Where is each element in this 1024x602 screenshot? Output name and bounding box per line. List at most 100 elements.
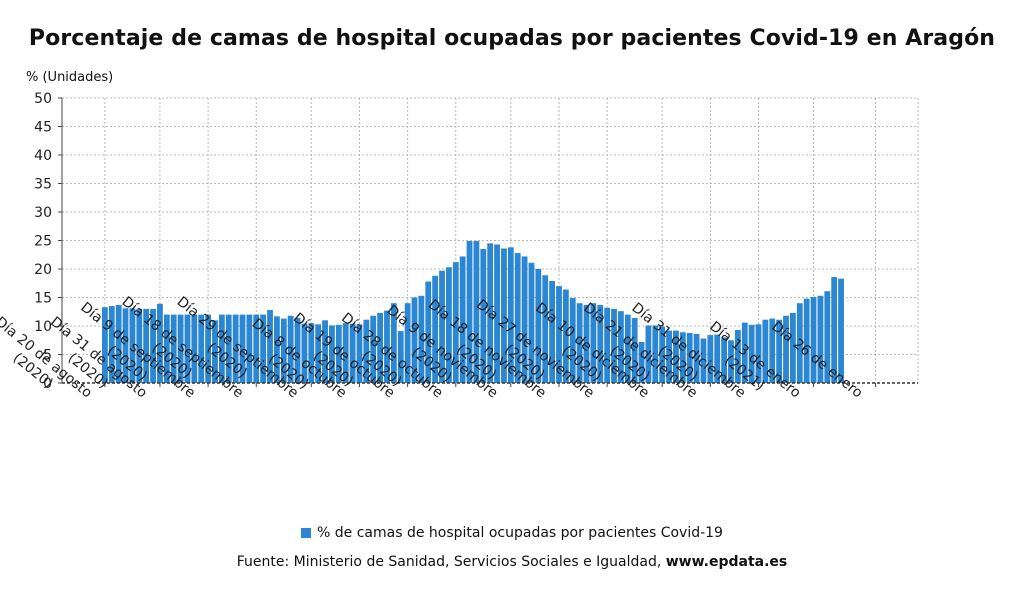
bar bbox=[679, 332, 686, 383]
bar bbox=[741, 322, 748, 383]
bar bbox=[466, 241, 473, 383]
bar bbox=[769, 318, 776, 383]
bar bbox=[707, 335, 714, 383]
bar bbox=[315, 324, 322, 383]
y-axis-label: % (Unidades) bbox=[26, 70, 114, 85]
y-tick-label: 30 bbox=[34, 205, 52, 221]
bar bbox=[659, 326, 666, 383]
y-tick-label: 20 bbox=[34, 262, 52, 278]
bar bbox=[129, 308, 136, 383]
bar bbox=[783, 315, 789, 383]
bar bbox=[267, 310, 273, 383]
bar bbox=[618, 311, 624, 383]
bar bbox=[831, 276, 838, 383]
bar bbox=[184, 314, 191, 383]
y-tick-labels: 0 5 10 15 20 25 30 35 40 45 50 bbox=[34, 91, 52, 392]
bar bbox=[501, 248, 507, 383]
bar bbox=[418, 295, 425, 383]
bar bbox=[218, 314, 225, 383]
bar bbox=[411, 297, 418, 383]
bar bbox=[274, 316, 280, 383]
bar bbox=[432, 275, 439, 383]
bar bbox=[425, 281, 432, 383]
bar bbox=[611, 308, 617, 383]
source-text: Fuente: Ministerio de Sanidad, Servicios… bbox=[236, 554, 662, 570]
bar bbox=[253, 314, 260, 383]
y-tick-label: 0 bbox=[43, 376, 52, 392]
axes bbox=[58, 97, 918, 387]
bar bbox=[384, 310, 390, 383]
bar bbox=[838, 278, 844, 383]
bar bbox=[404, 303, 411, 383]
bar bbox=[108, 306, 115, 383]
bar bbox=[342, 323, 349, 383]
bar bbox=[301, 323, 308, 383]
bar bbox=[590, 303, 597, 383]
bar bbox=[452, 262, 459, 383]
bar bbox=[556, 286, 562, 383]
bar bbox=[583, 304, 590, 383]
bar bbox=[143, 308, 150, 383]
bar bbox=[294, 318, 301, 383]
bar-series bbox=[102, 241, 844, 383]
y-tick-label: 5 bbox=[43, 348, 52, 364]
bar bbox=[287, 315, 294, 383]
bar bbox=[397, 331, 404, 383]
bar bbox=[473, 241, 480, 383]
bar bbox=[776, 319, 783, 383]
legend-label: % de camas de hospital ocupadas por paci… bbox=[317, 525, 723, 541]
bar bbox=[191, 314, 198, 383]
bar bbox=[728, 340, 734, 383]
bar bbox=[157, 303, 163, 383]
bar bbox=[239, 314, 246, 383]
bar bbox=[280, 318, 287, 383]
bar bbox=[205, 314, 211, 383]
y-tick-label: 25 bbox=[34, 234, 52, 250]
bar bbox=[686, 332, 693, 383]
bar bbox=[349, 323, 356, 383]
bar bbox=[480, 249, 487, 383]
bar bbox=[514, 253, 521, 383]
bar bbox=[721, 337, 727, 383]
bar bbox=[356, 324, 363, 383]
bar bbox=[232, 314, 239, 383]
bar bbox=[673, 330, 679, 383]
bar bbox=[824, 291, 831, 383]
bar bbox=[562, 289, 569, 383]
bar bbox=[246, 314, 253, 383]
bar bbox=[700, 338, 707, 383]
legend-swatch bbox=[301, 528, 312, 538]
bar bbox=[198, 314, 205, 383]
bar bbox=[762, 319, 769, 383]
y-tick-label: 35 bbox=[34, 177, 52, 193]
bar bbox=[549, 280, 555, 383]
bar bbox=[796, 303, 803, 383]
bar bbox=[597, 304, 604, 383]
bar bbox=[569, 298, 576, 383]
bar bbox=[170, 314, 177, 383]
source-note: Fuente: Ministerio de Sanidad, Servicios… bbox=[0, 554, 1024, 570]
bar bbox=[693, 333, 700, 383]
bar bbox=[638, 341, 645, 383]
bar bbox=[115, 304, 122, 383]
bar bbox=[652, 325, 659, 383]
bar bbox=[624, 314, 631, 383]
y-tick-label: 15 bbox=[34, 291, 52, 307]
bar bbox=[370, 315, 377, 383]
bar bbox=[212, 320, 218, 383]
bar bbox=[260, 314, 267, 383]
bar bbox=[459, 256, 466, 383]
y-tick-label: 45 bbox=[34, 120, 52, 136]
bar bbox=[535, 269, 542, 383]
bar bbox=[507, 247, 514, 383]
bar bbox=[363, 319, 370, 383]
bar bbox=[790, 312, 796, 383]
bar bbox=[225, 314, 232, 383]
bar bbox=[335, 324, 342, 383]
bar bbox=[810, 296, 817, 383]
bar bbox=[487, 243, 494, 383]
bar bbox=[390, 303, 397, 383]
bar bbox=[163, 314, 170, 383]
bar bbox=[604, 307, 611, 383]
